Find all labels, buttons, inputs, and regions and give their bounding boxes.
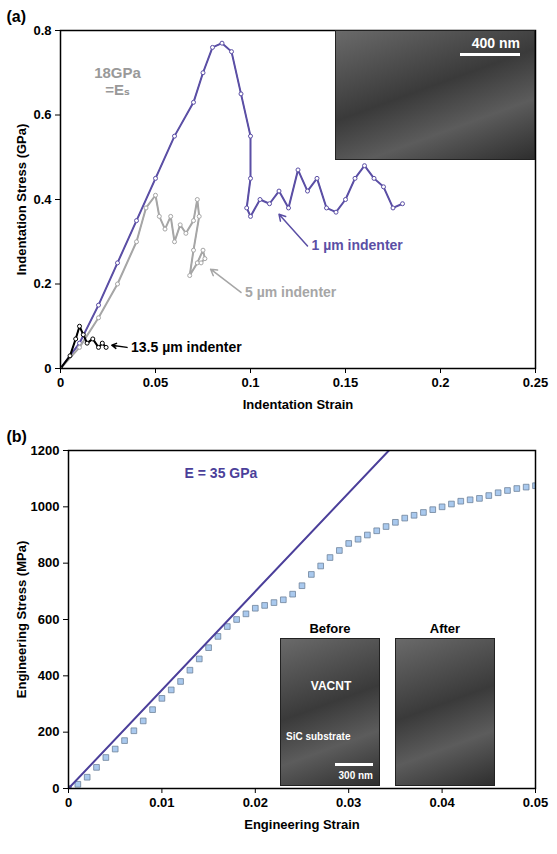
svg-text:200: 200 xyxy=(38,724,60,739)
svg-text:Indentation Stress (GPa): Indentation Stress (GPa) xyxy=(14,124,29,276)
html-text:VACNT: VACNT xyxy=(310,679,352,693)
svg-text:5 µm indenter: 5 µm indenter xyxy=(245,284,337,300)
svg-text:E = 35 GPa: E = 35 GPa xyxy=(185,465,258,481)
svg-text:0.1: 0.1 xyxy=(241,375,259,390)
svg-text:600: 600 xyxy=(38,612,60,627)
svg-text:0.4: 0.4 xyxy=(33,192,52,207)
svg-text:0.04: 0.04 xyxy=(429,795,455,810)
svg-text:1200: 1200 xyxy=(31,443,60,458)
html-text:SiC substrate: SiC substrate xyxy=(286,731,351,742)
svg-text:Engineering Stress (MPa): Engineering Stress (MPa) xyxy=(14,541,29,698)
svg-text:0: 0 xyxy=(65,795,72,810)
svg-text:800: 800 xyxy=(38,555,60,570)
svg-text:0.01: 0.01 xyxy=(149,795,174,810)
svg-text:0.2: 0.2 xyxy=(33,276,51,291)
svg-text:400: 400 xyxy=(38,668,60,683)
svg-text:0: 0 xyxy=(44,361,51,376)
svg-text:0.2: 0.2 xyxy=(431,375,449,390)
svg-text:1 µm indenter: 1 µm indenter xyxy=(312,237,404,253)
svg-text:13.5 µm indenter: 13.5 µm indenter xyxy=(131,339,242,355)
svg-text:Engineering Strain: Engineering Strain xyxy=(244,817,360,832)
svg-text:0.8: 0.8 xyxy=(33,23,51,38)
html-text:After: After xyxy=(429,621,461,636)
svg-text:(b): (b) xyxy=(7,428,27,445)
svg-text:0: 0 xyxy=(57,375,64,390)
html-text:300 nm: 300 nm xyxy=(338,770,373,781)
svg-text:(a): (a) xyxy=(7,8,27,25)
svg-text:0: 0 xyxy=(52,781,59,796)
html-text:400 nm: 400 nm xyxy=(471,35,520,51)
svg-text:18GPa=Eₛ: 18GPa=Eₛ xyxy=(94,64,141,98)
svg-text:0.02: 0.02 xyxy=(243,795,268,810)
svg-text:Indentation Strain: Indentation Strain xyxy=(243,397,354,412)
svg-text:0.05: 0.05 xyxy=(143,375,168,390)
svg-text:0.05: 0.05 xyxy=(523,795,548,810)
svg-text:0.25: 0.25 xyxy=(523,375,548,390)
html-text:Before: Before xyxy=(309,621,351,636)
svg-text:0.03: 0.03 xyxy=(336,795,361,810)
svg-text:0.6: 0.6 xyxy=(33,107,51,122)
svg-text:0.15: 0.15 xyxy=(333,375,358,390)
svg-text:1000: 1000 xyxy=(31,499,60,514)
